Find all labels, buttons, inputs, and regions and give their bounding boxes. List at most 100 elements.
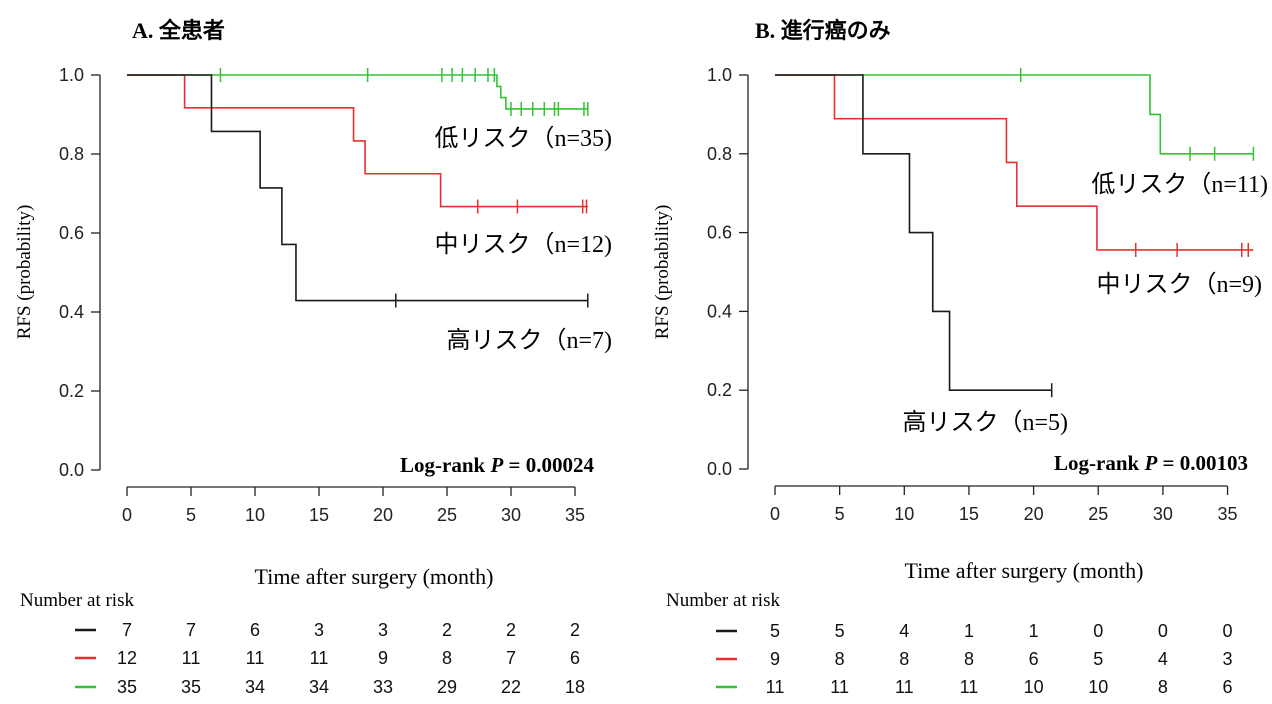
risk-count-low: 11 (960, 677, 979, 697)
risk-count-mid: 11 (246, 648, 265, 668)
risk-count-low: 34 (245, 677, 265, 697)
label-high-risk: 高リスク（n=5) (902, 409, 1068, 436)
panel-a-risk-title: Number at risk (20, 590, 134, 611)
panel-b: B. 進行癌のみ RFS (probability) Time after su… (652, 18, 1268, 697)
curve-mid-risk (775, 74, 1254, 251)
panel-b-plot: 0.0 0.2 0.4 0.6 0.8 1.0 0 5 10 15 20 25 30 35 (707, 65, 1255, 524)
risk-count-mid: 8 (964, 649, 974, 669)
risk-count-low: 11 (766, 677, 785, 697)
x-tick-label: 20 (1024, 504, 1044, 524)
label-high-risk: 高リスク（n=7) (446, 327, 612, 354)
risk-count-mid: 4 (1158, 649, 1168, 669)
risk-count-high: 7 (186, 620, 196, 640)
x-tick-label: 15 (309, 505, 329, 525)
risk-count-low: 11 (895, 677, 914, 697)
risk-count-low: 10 (1024, 677, 1044, 697)
y-tick-label: 0.8 (59, 144, 84, 164)
risk-count-high: 3 (378, 620, 388, 640)
label-mid-risk: 中リスク（n=12) (434, 231, 612, 258)
x-tick-label: 35 (565, 505, 585, 525)
risk-count-mid: 9 (378, 648, 388, 668)
risk-count-high: 5 (835, 621, 845, 641)
panel-a-risk-table: 7 7 6 3 3 2 2 212 11 11 11 9 8 7 635 35 34 34 33 29 22 18 (75, 620, 585, 697)
risk-count-high: 1 (1029, 621, 1039, 641)
x-tick-label: 15 (959, 504, 979, 524)
label-low-risk: 低リスク（n=11) (1091, 171, 1268, 198)
y-tick-label: 1.0 (59, 65, 84, 85)
y-tick-label: 0.4 (707, 301, 732, 321)
risk-count-low: 10 (1088, 677, 1108, 697)
x-tick-label: 35 (1218, 504, 1238, 524)
panel-b-pvalue: Log-rank P = 0.00103 (1054, 451, 1248, 475)
y-tick-label: 0.0 (707, 459, 732, 479)
risk-count-high: 2 (506, 620, 516, 640)
risk-count-high: 0 (1158, 621, 1168, 641)
panel-a-pvalue: Log-rank P = 0.00024 (400, 453, 594, 477)
risk-count-mid: 11 (310, 648, 329, 668)
risk-count-mid: 3 (1223, 649, 1233, 669)
risk-count-high: 2 (570, 620, 580, 640)
risk-count-high: 6 (250, 620, 260, 640)
risk-count-mid: 5 (1093, 649, 1103, 669)
y-tick-label: 0.4 (59, 302, 84, 322)
panel-a: A. 全患者 RFS (probability) Time after surg… (14, 18, 612, 697)
risk-count-mid: 7 (506, 648, 516, 668)
x-tick-label: 10 (894, 504, 914, 524)
panel-b-title: B. 進行癌のみ (755, 18, 891, 43)
x-tick-label: 30 (501, 505, 521, 525)
risk-count-high: 0 (1223, 621, 1233, 641)
risk-count-low: 35 (181, 677, 201, 697)
panel-a-xlabel: Time after surgery (month) (255, 564, 494, 589)
panel-b-risk-table: 5 5 4 1 1 0 0 09 8 8 8 6 5 4 311 11 11 11 10 10 8 6 (716, 621, 1233, 697)
risk-count-high: 7 (122, 620, 132, 640)
risk-count-mid: 12 (117, 648, 137, 668)
risk-count-high: 1 (964, 621, 974, 641)
risk-count-high: 0 (1093, 621, 1103, 641)
panel-b-risk-title: Number at risk (666, 590, 780, 611)
risk-count-low: 18 (565, 677, 585, 697)
risk-count-high: 3 (314, 620, 324, 640)
y-tick-label: 0.0 (59, 460, 84, 480)
panel-a-ylabel: RFS (probability) (14, 205, 35, 340)
risk-count-mid: 9 (770, 649, 780, 669)
risk-count-mid: 11 (182, 648, 201, 668)
x-tick-label: 5 (186, 505, 196, 525)
curve-low-risk (775, 74, 1254, 155)
x-tick-label: 30 (1153, 504, 1173, 524)
risk-count-mid: 8 (442, 648, 452, 668)
risk-count-low: 22 (501, 677, 521, 697)
y-tick-label: 0.8 (707, 144, 732, 164)
risk-count-low: 11 (830, 677, 849, 697)
y-tick-label: 1.0 (707, 65, 732, 85)
x-tick-label: 5 (835, 504, 845, 524)
risk-count-mid: 6 (570, 648, 580, 668)
risk-count-mid: 8 (835, 649, 845, 669)
panel-b-ylabel: RFS (probability) (652, 205, 673, 340)
x-tick-label: 25 (1088, 504, 1108, 524)
curve-mid-risk (127, 74, 588, 208)
risk-count-high: 2 (442, 620, 452, 640)
risk-count-low: 29 (437, 677, 457, 697)
risk-count-low: 8 (1158, 677, 1168, 697)
label-low-risk: 低リスク（n=35) (434, 125, 612, 152)
label-mid-risk: 中リスク（n=9) (1096, 271, 1262, 298)
x-tick-label: 0 (122, 505, 132, 525)
risk-count-mid: 6 (1029, 649, 1039, 669)
risk-count-low: 6 (1223, 677, 1233, 697)
curve-high-risk (775, 74, 1052, 391)
x-tick-label: 20 (373, 505, 393, 525)
panel-a-plot: 0.0 0.2 0.4 0.6 0.8 1.0 0 5 10 15 20 25 30 35 (59, 65, 589, 525)
risk-count-low: 34 (309, 677, 329, 697)
risk-count-mid: 8 (899, 649, 909, 669)
risk-count-low: 33 (373, 677, 393, 697)
risk-count-high: 5 (770, 621, 780, 641)
curve-low-risk (127, 74, 588, 110)
panel-a-labels: 低リスク（n=35) 中リスク（n=12) 高リスク（n=7) (434, 125, 612, 354)
y-tick-label: 0.6 (59, 223, 84, 243)
x-tick-label: 10 (245, 505, 265, 525)
risk-count-low: 35 (117, 677, 137, 697)
y-tick-label: 0.6 (707, 223, 732, 243)
y-tick-label: 0.2 (59, 381, 84, 401)
curve-high-risk (127, 74, 588, 302)
panel-b-xlabel: Time after surgery (month) (905, 558, 1144, 583)
